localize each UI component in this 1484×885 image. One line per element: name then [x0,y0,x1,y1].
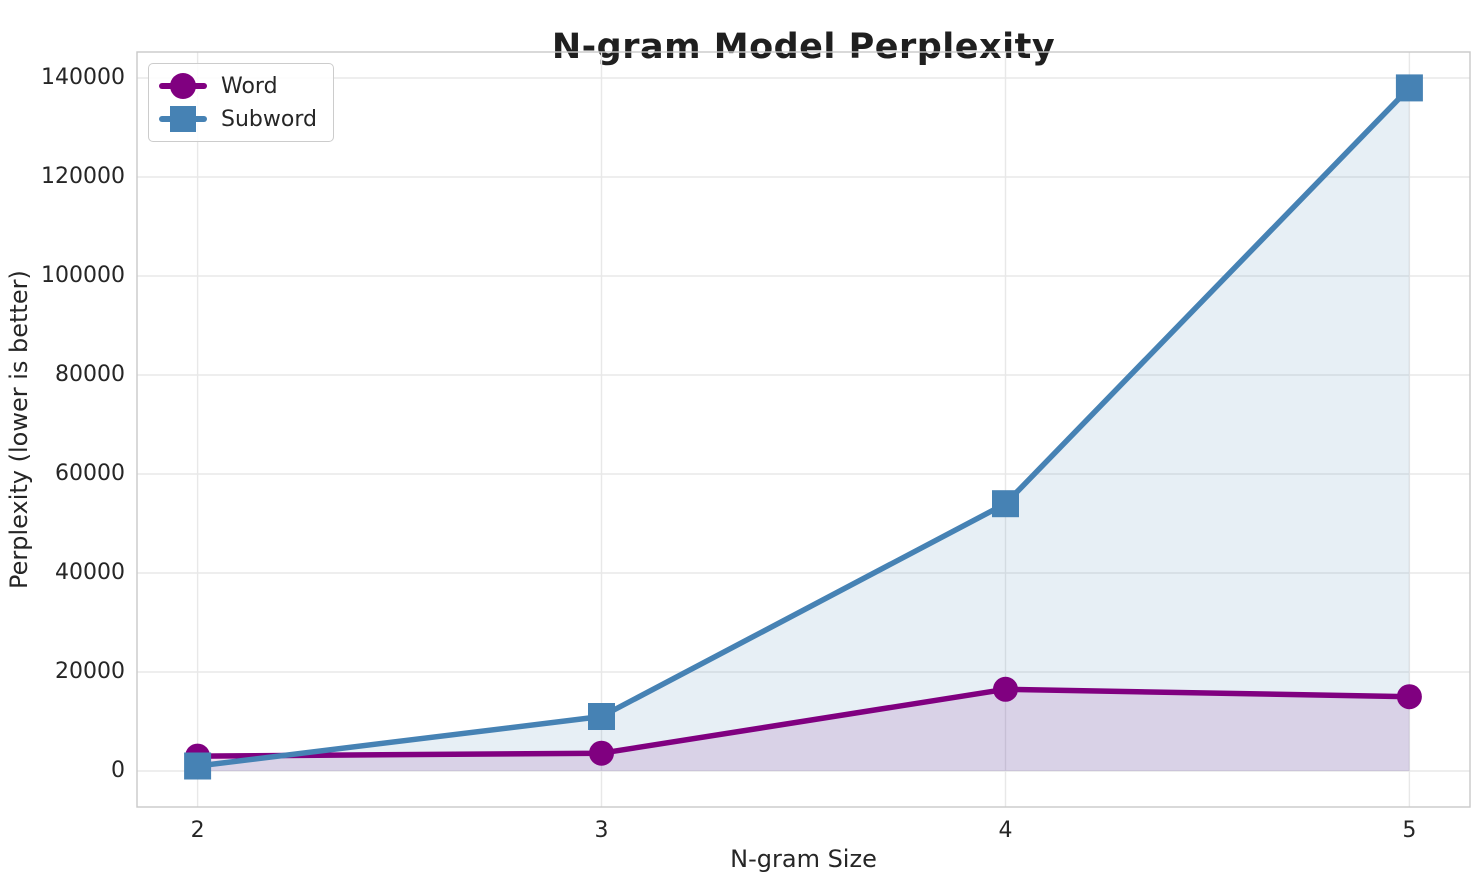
legend-circle-marker-icon [159,72,207,100]
legend-item-word: Word [159,71,317,101]
ytick-label-20000: 20000 [55,658,125,684]
marker-word-4 [993,676,1018,702]
area-fill-word [197,689,1410,771]
ytick-label-80000: 80000 [55,361,125,387]
x-axis-label: N-gram Size [730,845,877,873]
legend-item-subword: Subword [159,104,317,134]
xtick-label-2: 2 [190,818,205,843]
xtick-label-4: 4 [998,818,1013,843]
series-line-word [194,686,1413,759]
marker-subword-5 [1395,74,1423,102]
xtick-label-5: 5 [1402,818,1417,843]
marker-subword-4 [992,490,1019,518]
ytick-label-100000: 100000 [41,262,125,288]
ytick-label-140000: 140000 [41,64,125,90]
marker-subword-2 [184,752,212,780]
ytick-label-120000: 120000 [41,163,125,189]
legend: Word Subword [148,63,334,142]
legend-marker-swatch [170,106,196,132]
marker-subword-3 [588,703,615,730]
chart-title: N-gram Model Perplexity [551,27,1056,68]
legend-marker-swatch [170,73,196,99]
legend-square-marker-icon [159,105,207,133]
marker-word-3 [589,740,614,766]
legend-label: Subword [221,106,317,132]
area-fill-subword [197,87,1410,771]
ytick-label-60000: 60000 [55,460,125,486]
ytick-label-40000: 40000 [55,559,125,585]
axes-spines [136,51,1471,808]
series-line-subword [194,85,1413,769]
y-axis-label: Perplexity (lower is better) [5,270,33,589]
marker-word-5 [1396,684,1422,710]
xtick-label-3: 3 [594,818,609,843]
ytick-label-0: 0 [111,757,125,783]
legend-label: Word [221,73,278,99]
